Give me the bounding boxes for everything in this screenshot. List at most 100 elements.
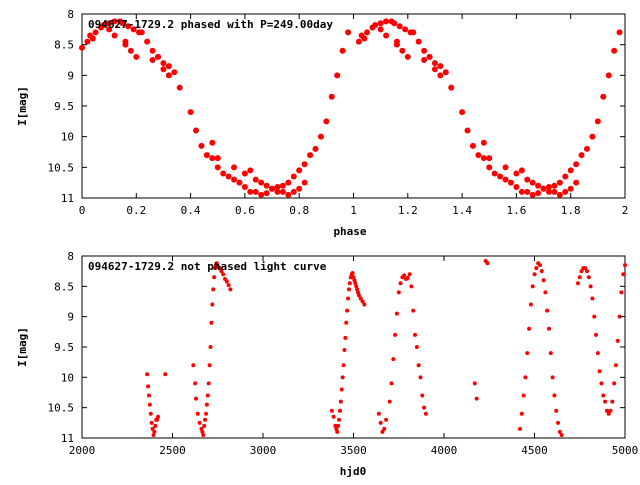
data-point bbox=[518, 426, 523, 431]
data-point bbox=[557, 429, 562, 434]
bottom-y-axis-label: I[mag] bbox=[16, 327, 29, 367]
data-point bbox=[418, 375, 423, 380]
data-point bbox=[486, 164, 493, 171]
x-tick-label: 1.2 bbox=[398, 204, 418, 217]
data-point bbox=[613, 363, 618, 368]
data-point bbox=[394, 311, 399, 316]
data-point bbox=[420, 393, 425, 398]
data-point bbox=[567, 185, 574, 192]
data-point bbox=[594, 332, 599, 337]
data-point bbox=[225, 173, 232, 180]
data-point bbox=[573, 161, 580, 168]
data-point bbox=[336, 423, 341, 428]
data-point bbox=[422, 405, 427, 410]
data-point bbox=[337, 408, 342, 413]
data-point bbox=[579, 269, 584, 274]
data-point bbox=[144, 38, 151, 45]
data-point bbox=[279, 182, 286, 189]
data-point bbox=[383, 18, 390, 25]
top-data-points bbox=[79, 18, 623, 198]
data-point bbox=[211, 287, 216, 292]
data-point bbox=[404, 53, 411, 60]
data-point bbox=[214, 261, 219, 266]
data-point bbox=[529, 179, 536, 186]
data-point bbox=[497, 173, 504, 180]
data-point bbox=[459, 109, 466, 116]
data-point bbox=[269, 185, 276, 192]
data-point bbox=[252, 176, 259, 183]
data-point bbox=[331, 414, 336, 419]
data-point bbox=[399, 47, 406, 54]
data-point bbox=[111, 32, 118, 39]
data-point bbox=[619, 290, 624, 295]
data-point bbox=[575, 281, 580, 286]
data-point bbox=[156, 414, 161, 419]
x-tick-label: 1.6 bbox=[506, 204, 526, 217]
data-point bbox=[534, 266, 539, 271]
data-point bbox=[274, 183, 281, 190]
data-point bbox=[345, 29, 352, 36]
data-point bbox=[334, 72, 341, 79]
data-point bbox=[312, 145, 319, 152]
data-point bbox=[206, 381, 211, 386]
data-point bbox=[578, 152, 585, 159]
data-point bbox=[138, 29, 145, 36]
x-tick-label: 1 bbox=[350, 204, 357, 217]
data-point bbox=[155, 417, 160, 422]
data-point bbox=[556, 191, 563, 198]
x-tick-label: 2000 bbox=[69, 444, 96, 457]
data-point bbox=[540, 185, 547, 192]
data-point bbox=[350, 270, 355, 275]
data-point bbox=[513, 170, 520, 177]
data-point bbox=[601, 393, 606, 398]
data-point bbox=[524, 188, 531, 195]
bottom-y-axis-ticks: 8 8.5 9 9.5 10 10.5 11 bbox=[48, 250, 625, 445]
data-point bbox=[507, 179, 514, 186]
bottom-data-points bbox=[145, 258, 627, 437]
data-point bbox=[387, 399, 392, 404]
data-point bbox=[594, 118, 601, 125]
data-point bbox=[356, 290, 361, 295]
data-point bbox=[224, 279, 229, 284]
data-point bbox=[220, 170, 227, 177]
data-point bbox=[551, 188, 558, 195]
data-point bbox=[149, 47, 156, 54]
data-point bbox=[209, 155, 216, 162]
data-point bbox=[106, 26, 113, 33]
data-point bbox=[590, 296, 595, 301]
y-tick-label: 10 bbox=[61, 371, 74, 384]
x-tick-label: 1.4 bbox=[452, 204, 472, 217]
data-point bbox=[502, 176, 509, 183]
data-point bbox=[193, 127, 200, 134]
data-point bbox=[599, 381, 604, 386]
data-point bbox=[616, 29, 623, 36]
data-point bbox=[410, 29, 417, 36]
bottom-x-axis-ticks: 2000 2500 3000 3500 4000 4500 5000 bbox=[69, 256, 638, 457]
data-point bbox=[214, 164, 221, 171]
data-point bbox=[513, 183, 520, 190]
data-point bbox=[279, 188, 286, 195]
data-point bbox=[485, 261, 490, 266]
y-tick-label: 8.5 bbox=[54, 280, 74, 293]
data-point bbox=[523, 375, 528, 380]
y-tick-label: 9 bbox=[67, 311, 74, 324]
data-point bbox=[122, 38, 129, 45]
data-point bbox=[377, 26, 384, 33]
top-plot-frame bbox=[81, 13, 626, 199]
data-point bbox=[469, 142, 476, 149]
data-point bbox=[346, 296, 351, 301]
data-point bbox=[214, 155, 221, 162]
data-point bbox=[480, 155, 487, 162]
data-point bbox=[228, 287, 233, 292]
data-point bbox=[567, 167, 574, 174]
data-point bbox=[111, 18, 118, 25]
data-point bbox=[258, 191, 265, 198]
data-point bbox=[202, 423, 207, 428]
y-tick-label: 10.5 bbox=[48, 161, 75, 174]
data-point bbox=[358, 296, 363, 301]
data-point bbox=[421, 47, 428, 54]
x-tick-label: 0 bbox=[79, 204, 86, 217]
data-point bbox=[518, 167, 525, 174]
data-point bbox=[362, 302, 367, 307]
